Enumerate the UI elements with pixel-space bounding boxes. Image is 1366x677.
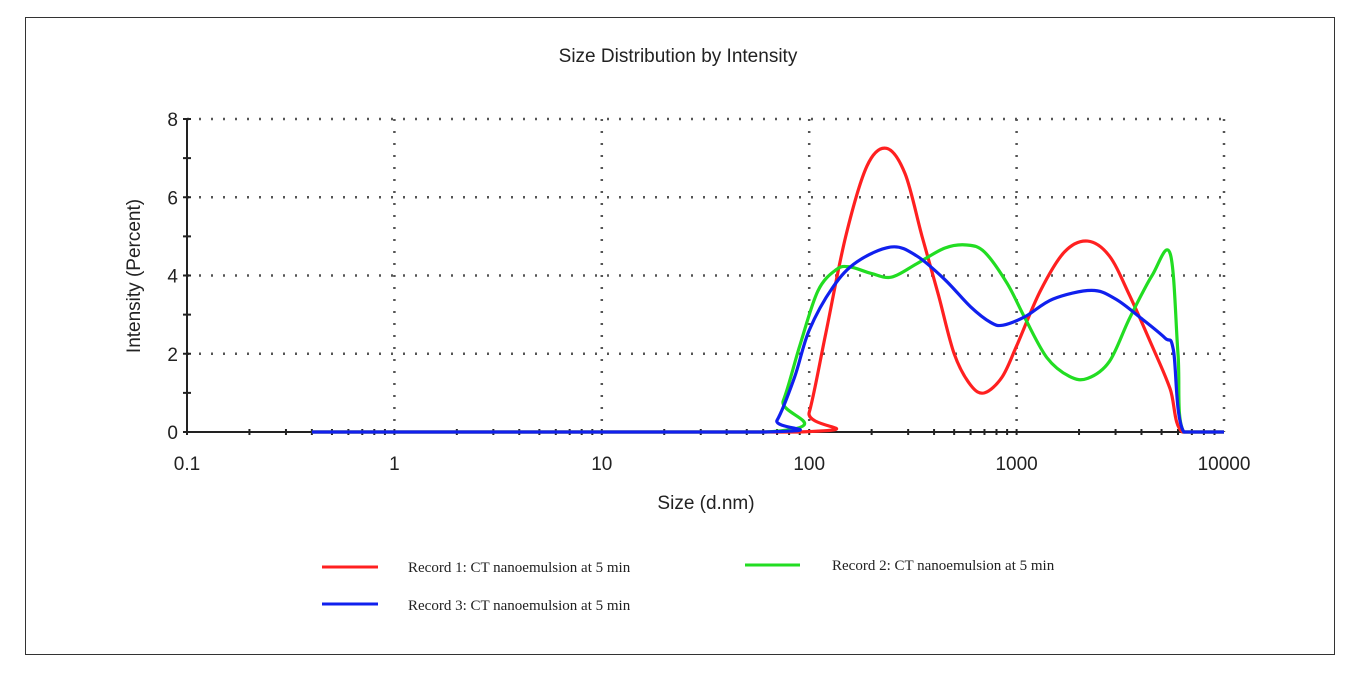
series-line-record-3	[311, 245, 1224, 434]
x-tick-label: 10	[591, 454, 612, 475]
series-line-record-2	[311, 243, 1224, 434]
x-axis-label: Size (d.nm)	[657, 493, 754, 514]
x-tick-label: 0.1	[174, 454, 200, 475]
y-tick-label: 8	[167, 110, 178, 131]
y-tick-label: 4	[167, 267, 178, 288]
y-tick-label: 2	[167, 345, 178, 366]
legend-label-record-3: Record 3: CT nanoemulsion at 5 min	[408, 598, 631, 614]
chart-title: Size Distribution by Intensity	[559, 46, 798, 67]
series-line-record-1	[311, 146, 1224, 434]
y-axis-label: Intensity (Percent)	[124, 199, 145, 353]
x-tick-label: 100	[793, 454, 825, 475]
legend-label-record-1: Record 1: CT nanoemulsion at 5 min	[408, 560, 631, 576]
legend-label-record-2: Record 2: CT nanoemulsion at 5 min	[832, 558, 1055, 574]
x-tick-label: 1	[389, 454, 400, 475]
x-tick-label: 10000	[1198, 454, 1251, 475]
chart-frame	[25, 17, 1335, 655]
x-tick-label: 1000	[995, 454, 1037, 475]
y-tick-label: 6	[167, 188, 178, 209]
y-tick-label: 0	[167, 423, 178, 444]
